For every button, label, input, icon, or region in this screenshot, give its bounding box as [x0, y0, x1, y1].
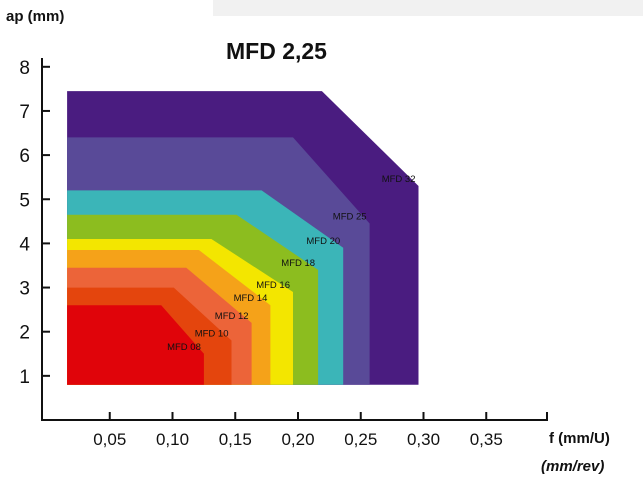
x-axis-label: f (mm/U)	[549, 430, 610, 447]
series-label-mfd-25: MFD 25	[333, 212, 367, 223]
series-label-mfd-12: MFD 12	[215, 311, 249, 322]
series-label-mfd-18: MFD 18	[281, 258, 315, 269]
axes	[41, 58, 548, 421]
y-tick-label: 2	[19, 323, 30, 344]
x-ticks: 0,05 0,10 0,15 0,20 0,25 0,30 0,35	[93, 412, 548, 449]
x-tick-label: 0,25	[344, 430, 377, 449]
y-tick-label: 3	[19, 279, 30, 300]
series-label-mfd-20: MFD 20	[306, 236, 340, 247]
y-ticks: 1 2 3 4 5 6 7 8	[19, 58, 50, 388]
series-label-mfd-14: MFD 14	[234, 293, 268, 304]
x-tick-label: 0,05	[93, 430, 126, 449]
series-label-mfd-08: MFD 08	[167, 342, 201, 353]
y-tick-label: 5	[19, 190, 30, 211]
x-tick-label: 0,35	[470, 430, 503, 449]
y-tick-label: 4	[19, 234, 30, 255]
y-tick-label: 8	[19, 58, 30, 79]
series-area-mfd-08	[67, 305, 204, 385]
x-tick-label: 0,15	[219, 430, 252, 449]
x-tick-label: 0,30	[407, 430, 440, 449]
y-axis-label: ap (mm)	[6, 8, 65, 25]
series-label-mfd-16: MFD 16	[256, 280, 290, 291]
series-label-mfd-10: MFD 10	[195, 329, 229, 340]
x-tick-label: 0,10	[156, 430, 189, 449]
y-tick-label: 6	[19, 146, 30, 167]
series-labels: MFD 32 MFD 25 MFD 20 MFD 18 MFD 16 MFD 14 MFD …	[167, 174, 415, 353]
y-tick-label: 7	[19, 102, 30, 123]
y-tick-label: 1	[19, 367, 30, 388]
x-axis-label-alt: (mm/rev)	[541, 458, 605, 475]
series-label-mfd-32: MFD 32	[382, 174, 416, 185]
x-tick-label: 0,20	[281, 430, 314, 449]
top-bar	[213, 0, 643, 16]
series-areas	[67, 91, 419, 385]
chart-title: MFD 2,25	[226, 38, 327, 64]
